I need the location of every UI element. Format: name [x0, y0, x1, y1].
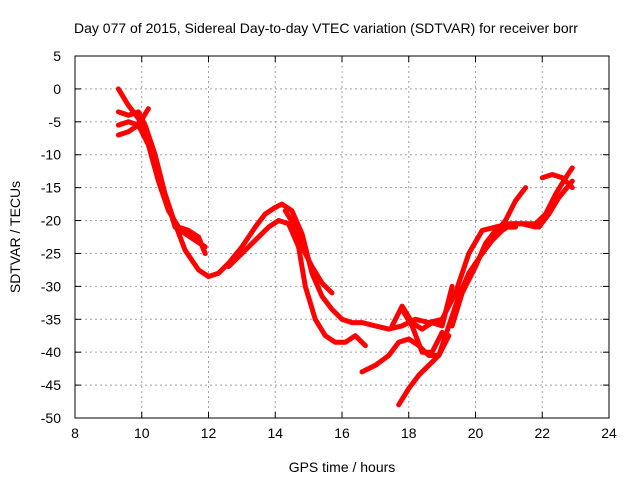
y-axis-label: SDTVAR / TECUs: [7, 181, 23, 293]
y-tick-label: -20: [41, 213, 61, 229]
x-tick-label: 24: [601, 425, 617, 441]
x-tick-label: 18: [401, 425, 417, 441]
series-line-trace-10: [399, 306, 445, 355]
y-tick-label: 0: [53, 81, 61, 97]
x-tick-label: 14: [267, 425, 283, 441]
series-line-trace-6: [282, 208, 335, 296]
series-line-trace-3: [115, 119, 208, 256]
grid: [74, 55, 610, 419]
x-tick-label: 16: [334, 425, 350, 441]
x-axis-label: GPS time / hours: [289, 459, 396, 475]
x-tick-label: 12: [201, 425, 217, 441]
y-tick-label: -15: [41, 180, 61, 196]
series-line-trace-9: [389, 283, 455, 332]
y-tick-label: -50: [41, 410, 61, 426]
x-tick-label: 10: [134, 425, 150, 441]
y-tick-label: -45: [41, 377, 61, 393]
series-line-trace-1: [115, 86, 575, 332]
series-line-trace-12: [479, 221, 539, 256]
series-line-trace-4: [115, 106, 151, 138]
series-line-trace-14: [539, 172, 575, 191]
x-tick-label: 8: [71, 425, 79, 441]
chart-title: Day 077 of 2015, Sidereal Day-to-day VTE…: [74, 20, 578, 36]
series-group: [115, 86, 575, 408]
ticks: [74, 55, 610, 419]
series-line-trace-5: [226, 218, 368, 349]
y-tick-label: -25: [41, 245, 61, 261]
x-tick-label: 20: [468, 425, 484, 441]
x-tick-labels: 8 10 12 14 16 18 20 22 24: [71, 425, 617, 441]
series-line-trace-2: [115, 109, 208, 250]
y-tick-label: -30: [41, 278, 61, 294]
x-tick-label: 22: [534, 425, 550, 441]
y-tick-label: -10: [41, 147, 61, 163]
y-tick-label: 5: [53, 48, 61, 64]
y-tick-label: -40: [41, 344, 61, 360]
y-tick-label: -35: [41, 311, 61, 327]
series-line-trace-13: [536, 178, 575, 230]
y-tick-label: -5: [49, 114, 62, 130]
y-tick-labels: 5 0 -5 -10 -15 -20 -25 -30 -35 -40 -45 -50: [41, 48, 61, 426]
